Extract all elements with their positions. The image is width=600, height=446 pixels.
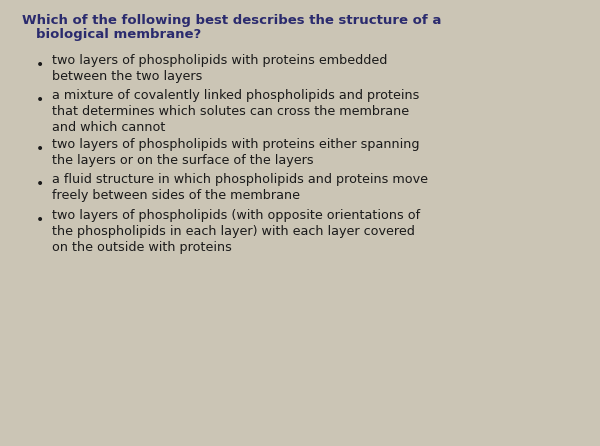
Text: Which of the following best describes the structure of a: Which of the following best describes th… [22,14,442,27]
Text: •: • [36,93,44,107]
Text: two layers of phospholipids (with opposite orientations of
the phospholipids in : two layers of phospholipids (with opposi… [52,209,420,254]
Text: •: • [36,178,44,191]
Text: •: • [36,213,44,227]
Text: a mixture of covalently linked phospholipids and proteins
that determines which : a mixture of covalently linked phospholi… [52,89,419,134]
Text: biological membrane?: biological membrane? [36,28,201,41]
Text: •: • [36,142,44,156]
Text: two layers of phospholipids with proteins either spanning
the layers or on the s: two layers of phospholipids with protein… [52,138,419,167]
Text: a fluid structure in which phospholipids and proteins move
freely between sides : a fluid structure in which phospholipids… [52,173,428,202]
Text: •: • [36,58,44,72]
Text: two layers of phospholipids with proteins embedded
between the two layers: two layers of phospholipids with protein… [52,54,388,83]
